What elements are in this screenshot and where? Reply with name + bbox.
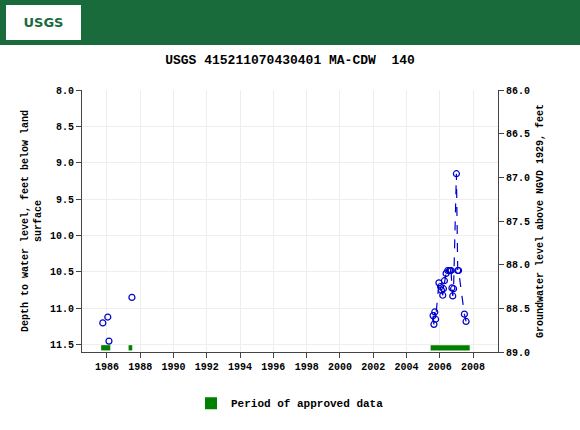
html-text:USGS: USGS [23,15,64,30]
svg-text:1996: 1996 [261,362,285,373]
svg-text:9.0: 9.0 [56,158,74,169]
svg-text:1990: 1990 [162,362,186,373]
svg-text:1992: 1992 [195,362,219,373]
svg-text:2008: 2008 [461,362,485,373]
svg-text:2006: 2006 [428,362,452,373]
svg-text:9.5: 9.5 [56,195,74,206]
svg-text:11.0: 11.0 [50,304,74,315]
svg-text:87.0: 87.0 [506,173,530,184]
svg-text:1994: 1994 [228,362,252,373]
svg-text:86.0: 86.0 [506,86,530,97]
svg-text:10.5: 10.5 [50,267,74,278]
svg-text:1988: 1988 [128,362,152,373]
svg-text:86.5: 86.5 [506,129,530,140]
svg-text:Groundwater level above NGVD 1: Groundwater level above NGVD 1929, feet [535,104,546,338]
svg-text:89.0: 89.0 [506,348,530,359]
svg-text:10.0: 10.0 [50,231,74,242]
svg-text:Depth to water level, feet bel: Depth to water level, feet below landsur… [20,110,44,332]
svg-text:1998: 1998 [295,362,319,373]
svg-text:USGS 415211070430401 MA-CDW 1: USGS 415211070430401 MA-CDW 140 [165,53,415,68]
svg-text:88.5: 88.5 [506,304,530,315]
svg-text:2004: 2004 [394,362,418,373]
svg-text:8.5: 8.5 [56,122,74,133]
svg-text:87.5: 87.5 [506,217,530,228]
svg-text:2000: 2000 [328,362,352,373]
svg-text:Period of approved data: Period of approved data [231,398,383,410]
svg-text:1986: 1986 [95,362,119,373]
svg-text:88.0: 88.0 [506,260,530,271]
svg-text:2002: 2002 [361,362,385,373]
svg-text:11.5: 11.5 [50,340,74,351]
svg-text:8.0: 8.0 [56,86,74,97]
